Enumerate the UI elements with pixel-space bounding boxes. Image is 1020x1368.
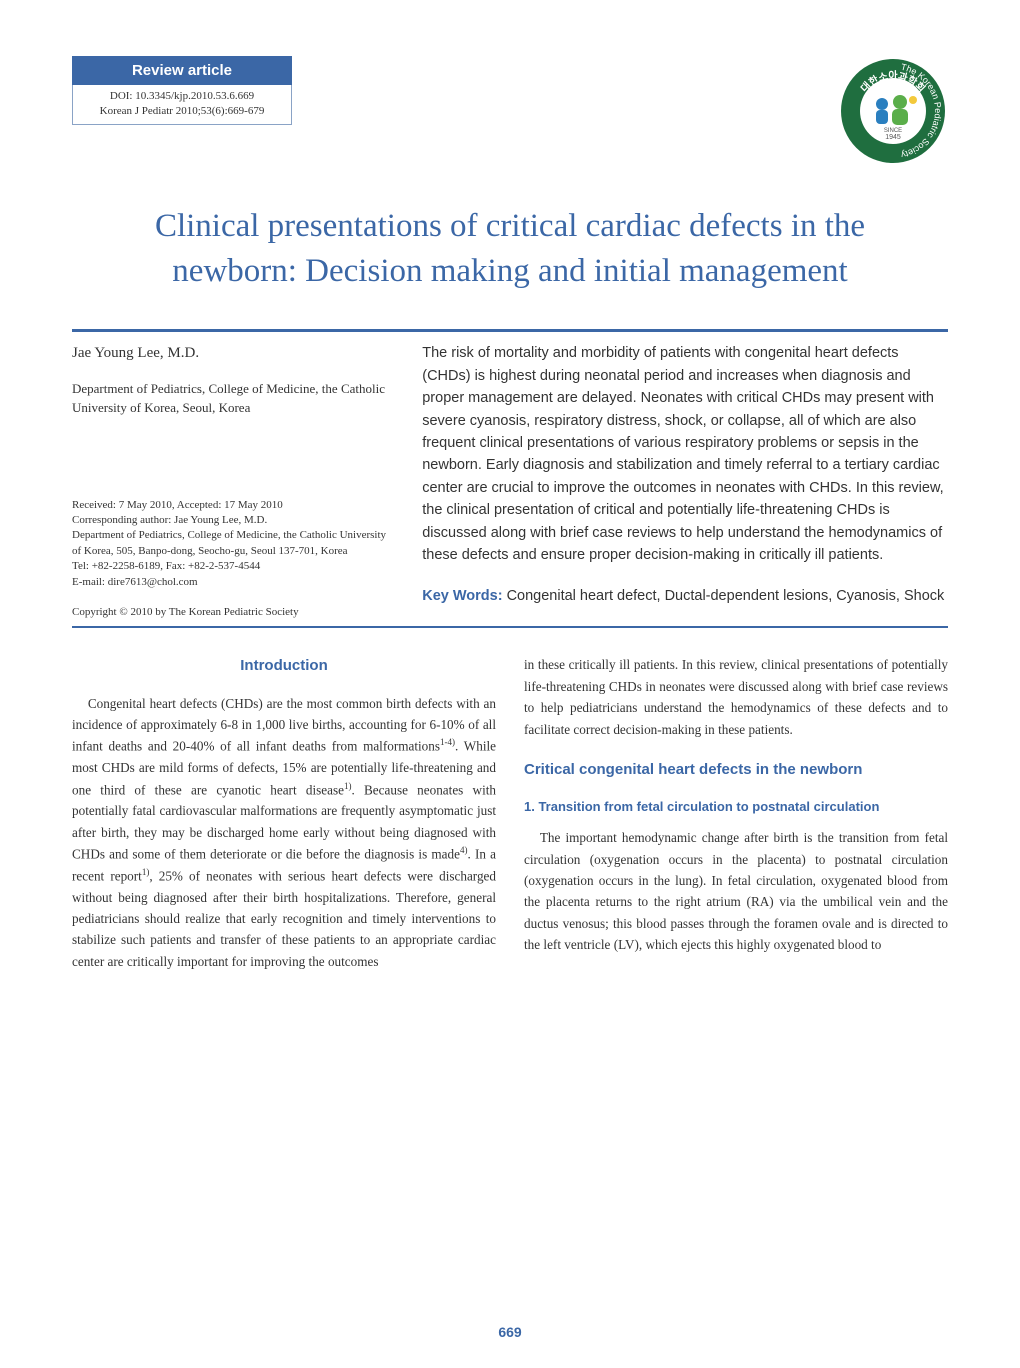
keywords: Key Words: Congenital heart defect, Duct… xyxy=(422,585,948,607)
abstract-column: The risk of mortality and morbidity of p… xyxy=(422,342,948,620)
rule-top xyxy=(72,329,948,332)
author-name: Jae Young Lee, M.D. xyxy=(72,342,394,365)
keywords-label: Key Words: xyxy=(422,588,502,604)
copyright: Copyright © 2010 by The Korean Pediatric… xyxy=(72,604,394,621)
section-2-heading: Critical congenital heart defects in the… xyxy=(524,758,948,782)
corresponding-label: Corresponding author: Jae Young Lee, M.D… xyxy=(72,513,394,528)
citation-text: Korean J Pediatr 2010;53(6):669-679 xyxy=(79,104,285,119)
tel-fax: Tel: +82-2258-6189, Fax: +82-2-537-4544 xyxy=(72,559,394,574)
article-type-box: Review article DOI: 10.3345/kjp.2010.53.… xyxy=(72,56,292,125)
body-columns: Introduction Congenital heart defects (C… xyxy=(72,654,948,972)
article-type-label: Review article xyxy=(72,56,292,85)
doi-box: DOI: 10.3345/kjp.2010.53.6.669 Korean J … xyxy=(72,85,292,125)
abstract-text: The risk of mortality and morbidity of p… xyxy=(422,342,948,567)
meta-abstract-row: Jae Young Lee, M.D. Department of Pediat… xyxy=(72,342,948,620)
society-logo: The Korean Pediatric Society 대한소아과학회 SIN… xyxy=(838,56,948,166)
logo-year: 1945 xyxy=(885,134,901,141)
logo-svg: The Korean Pediatric Society 대한소아과학회 SIN… xyxy=(838,56,948,166)
doi-text: DOI: 10.3345/kjp.2010.53.6.669 xyxy=(79,89,285,104)
corresponding-affil: Department of Pediatrics, College of Med… xyxy=(72,528,394,559)
author-affiliation: Department of Pediatrics, College of Med… xyxy=(72,379,394,418)
meta-column: Jae Young Lee, M.D. Department of Pediat… xyxy=(72,342,394,620)
received-accepted: Received: 7 May 2010, Accepted: 17 May 2… xyxy=(72,498,394,513)
keywords-text: Congenital heart defect, Ductal-dependen… xyxy=(503,588,945,604)
email: E-mail: dire7613@chol.com xyxy=(72,575,394,590)
body-col-right: in these critically ill patients. In thi… xyxy=(524,654,948,972)
header-row: Review article DOI: 10.3345/kjp.2010.53.… xyxy=(72,56,948,166)
page-number: 669 xyxy=(498,1324,521,1340)
section-2-paragraph: The important hemodynamic change after b… xyxy=(524,827,948,955)
intro-paragraph: Congenital heart defects (CHDs) are the … xyxy=(72,693,496,972)
article-title: Clinical presentations of critical cardi… xyxy=(72,204,948,293)
intro-heading: Introduction xyxy=(72,654,496,678)
rule-bottom xyxy=(72,626,948,628)
title-line-2: newborn: Decision making and initial man… xyxy=(72,249,948,294)
title-line-1: Clinical presentations of critical cardi… xyxy=(72,204,948,249)
intro-continuation: in these critically ill patients. In thi… xyxy=(524,654,948,740)
section-2-subheading: 1. Transition from fetal circulation to … xyxy=(524,796,948,817)
body-col-left: Introduction Congenital heart defects (C… xyxy=(72,654,496,972)
